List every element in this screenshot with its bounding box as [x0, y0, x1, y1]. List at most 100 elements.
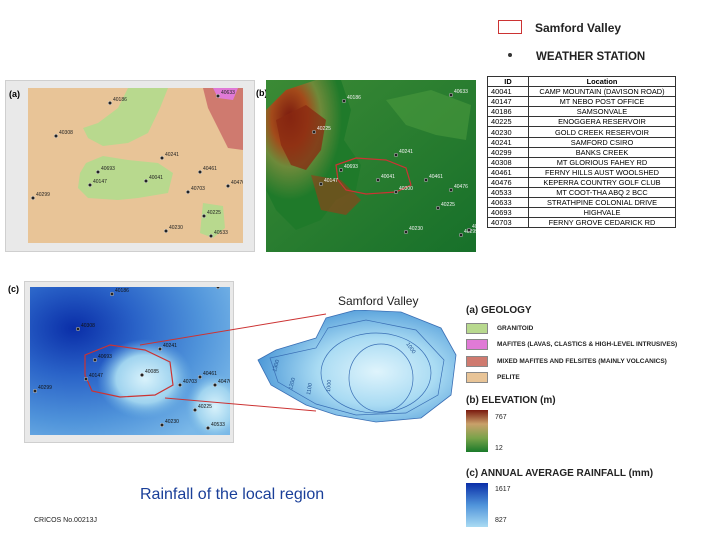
- zoomed-valley-shape: [257, 310, 457, 423]
- table-row: 40533 MT COOT-THA ABQ 2 BCC: [487, 187, 676, 199]
- table-row: 40308 MT GLORIOUS FAHEY RD: [487, 156, 676, 168]
- weather-station-label: 40186: [113, 97, 127, 103]
- legend-swatch: [466, 372, 488, 383]
- weather-station-label: 40476: [218, 379, 230, 385]
- weather-station-marker: [403, 229, 408, 234]
- contour-label-1: 1300: [272, 359, 281, 372]
- station-id-cell: 40041: [487, 86, 529, 98]
- weather-station-marker: [208, 233, 213, 238]
- legend-label: MAFITES (LAVAS, CLASTICS & HIGH-LEVEL IN…: [497, 341, 678, 348]
- elevation-legend-title: (b) ELEVATION (m): [466, 395, 556, 406]
- weather-station-marker: [201, 213, 206, 218]
- station-id-cell: 40241: [487, 136, 529, 148]
- weather-station-marker: [393, 152, 398, 157]
- weather-station-marker: [93, 357, 98, 362]
- weather-station-label: 40461: [203, 166, 217, 172]
- station-table-container: ID Location 40041 CAMP MOUNTAIN (DAVISON …: [487, 75, 676, 229]
- caption: Rainfall of the local region: [140, 486, 325, 503]
- table-row: 40147 MT NEBO POST OFFICE: [487, 96, 676, 108]
- table-row: 40230 GOLD CREEK RESERVOIR: [487, 126, 676, 138]
- weather-station-label: 40476: [231, 180, 243, 186]
- table-row: 40703 FERNY GROVE CEDARICK RD: [487, 217, 676, 229]
- weather-station-label: 40299: [464, 229, 476, 235]
- elevation-map: 40633 40186 40225 40241 40693 40147 40041 40461…: [266, 80, 476, 252]
- panel-b-label: (b): [256, 88, 268, 98]
- weather-station-marker: [215, 93, 220, 98]
- weather-station-marker: [466, 227, 471, 232]
- weather-station-marker: [338, 167, 343, 172]
- weather-station-marker: [139, 372, 144, 377]
- station-location-cell: KEPERRA COUNTRY GOLF CLUB: [528, 176, 676, 189]
- station-id-cell: 40225: [487, 116, 529, 128]
- geology-legend-item: GRANITOID: [466, 322, 533, 334]
- weather-station-marker: [159, 155, 164, 160]
- weather-station-label: 40225: [441, 202, 455, 208]
- weather-station-label: 40225: [207, 210, 221, 216]
- weather-station-label: 40476: [454, 184, 468, 190]
- station-location-cell: HIGHVALE: [528, 207, 676, 219]
- rainfall-ramp: [466, 483, 488, 527]
- station-id-cell: 40633: [487, 197, 529, 209]
- station-id-cell: 40230: [487, 126, 529, 138]
- station-id-cell: 40461: [487, 166, 529, 178]
- zoomed-rainfall-map: 1300 1200 1100 1000 1000: [257, 310, 457, 423]
- contour-inner: [348, 343, 414, 413]
- station-location-cell: BANKS CREEK: [528, 146, 676, 158]
- station-location-cell: ENOGGERA RESERVOIR: [528, 116, 676, 128]
- legend-label: PELITE: [497, 374, 520, 381]
- samford-valley-outline-c: [84, 344, 174, 398]
- weather-station-marker: [448, 92, 453, 97]
- station-id-cell: 40703: [487, 217, 529, 229]
- station-id-cell: 40693: [487, 207, 529, 219]
- table-row: 40461 FERNY HILLS AUST WOOLSHED: [487, 166, 676, 178]
- rainfall-max-label: 1617: [495, 486, 511, 493]
- weather-station-label: 40041: [381, 174, 395, 180]
- granitoid-north: [83, 88, 168, 146]
- weather-station-label: 40230: [409, 226, 423, 232]
- table-row: 40299 BANKS CREEK: [487, 146, 676, 158]
- weather-station-marker: [205, 425, 210, 430]
- weather-station-marker: [157, 347, 162, 352]
- weather-station-label: 40299: [38, 385, 52, 391]
- weather-station-marker: [225, 183, 230, 188]
- table-row: 40186 SAMSONVALE: [487, 106, 676, 118]
- map-b-label-strip: (b): [255, 80, 268, 252]
- weather-station-marker: [197, 374, 202, 379]
- weather-station-label: 40241: [165, 152, 179, 158]
- ridge-center: [311, 175, 361, 215]
- station-table-body: 40041 CAMP MOUNTAIN (DAVISON ROAD) 40147 MT…: [487, 86, 676, 229]
- weather-station-label: 40703: [183, 379, 197, 385]
- weather-station-marker: [341, 99, 346, 104]
- rainfall-min-label: 827: [495, 517, 507, 524]
- table-row: 40241 SAMFORD CSIRO: [487, 136, 676, 148]
- station-id-cell: 40147: [487, 96, 529, 108]
- station-location-cell: MT COOT-THA ABQ 2 BCC: [528, 187, 676, 199]
- samford-valley-key-label: Samford Valley: [535, 21, 622, 35]
- weather-station-marker: [458, 232, 463, 237]
- table-row: 40225 ENOGGERA RESERVOIR: [487, 116, 676, 128]
- weather-station-marker: [192, 407, 197, 412]
- weather-station-label: 40186: [347, 95, 361, 101]
- weather-station-marker: [319, 181, 324, 186]
- elevation-ramp: [466, 410, 488, 452]
- station-location-cell: SAMFORD CSIRO: [528, 136, 676, 148]
- weather-station-label: 40241: [399, 149, 413, 155]
- legend-swatch: [466, 339, 488, 350]
- low-rainfall-zone: [97, 339, 193, 419]
- contour-label-4: 1000: [326, 379, 333, 392]
- weather-station-marker: [423, 177, 428, 182]
- samford-valley-key-swatch: [498, 20, 522, 34]
- station-location-cell: STRATHPINE COLONIAL DRIVE: [528, 197, 676, 209]
- station-table: ID Location 40041 CAMP MOUNTAIN (DAVISON …: [487, 75, 676, 229]
- weather-station-label: 40186: [115, 288, 129, 294]
- weather-station-marker: [54, 134, 59, 139]
- weather-station-marker: [31, 195, 35, 200]
- station-id-cell: 40299: [487, 146, 529, 158]
- table-row: 40041 CAMP MOUNTAIN (DAVISON ROAD): [487, 86, 676, 98]
- elevation-min-label: 12: [495, 445, 503, 452]
- station-id-cell: 40308: [487, 156, 529, 168]
- weather-station-marker: [197, 169, 202, 174]
- weather-station-label: 40461: [203, 371, 217, 377]
- weather-station-label: 40693: [101, 166, 115, 172]
- weather-station-marker: [212, 382, 217, 387]
